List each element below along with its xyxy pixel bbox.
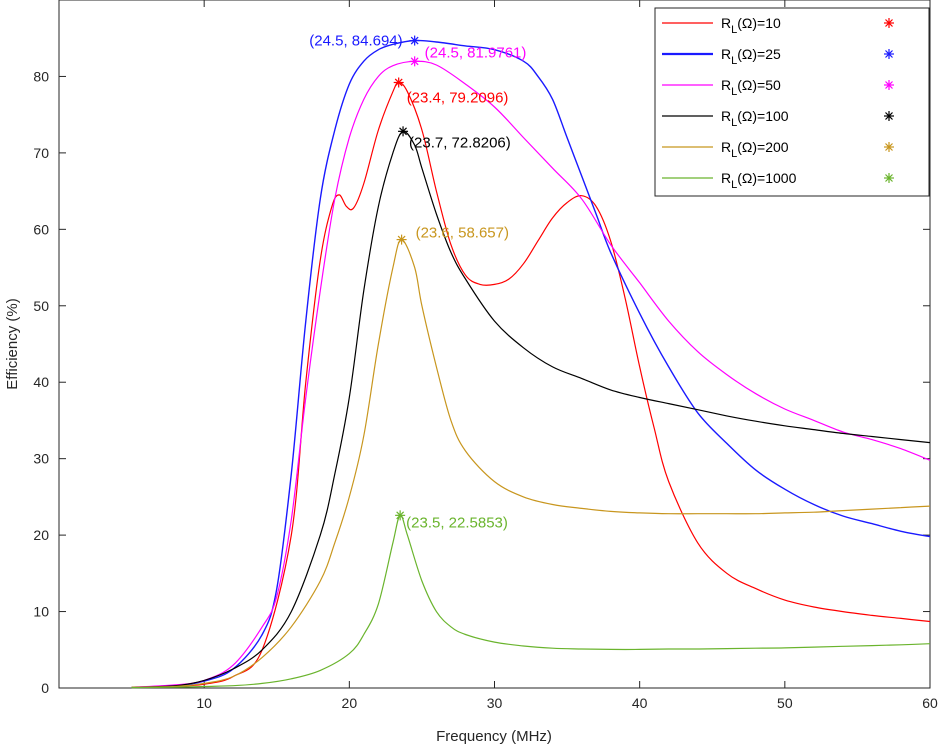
y-tick-label: 70 — [33, 145, 49, 161]
legend-rest: (Ω)=1000 — [737, 170, 796, 186]
peak-label: (23.5, 22.5853) — [406, 514, 508, 531]
legend-entry: RL(Ω)=50 — [721, 77, 781, 98]
legend-main: R — [721, 15, 731, 31]
y-tick-label: 30 — [33, 451, 49, 467]
legend-rest: (Ω)=10 — [737, 15, 781, 31]
legend-rest: (Ω)=25 — [737, 46, 781, 62]
peak-marker — [409, 35, 420, 46]
peak-label: (23.4, 79.2096) — [407, 89, 509, 106]
peak-label: (23.6, 58.657) — [416, 225, 509, 242]
legend-entry: RL(Ω)=100 — [721, 108, 789, 129]
legend-marker — [884, 49, 894, 59]
x-axis-label: Frequency (MHz) — [436, 728, 552, 745]
legend-rest: (Ω)=50 — [737, 77, 781, 93]
peak-marker — [395, 510, 406, 521]
legend-marker — [884, 142, 894, 152]
y-tick-label: 60 — [33, 221, 49, 237]
legend-subscript: L — [731, 179, 737, 191]
legend-marker — [884, 173, 894, 183]
y-tick-label: 0 — [41, 680, 49, 696]
y-tick-label: 80 — [33, 68, 49, 84]
legend-rest: (Ω)=100 — [737, 108, 789, 124]
peak-label: (24.5, 84.694) — [309, 33, 402, 50]
x-tick-label: 10 — [196, 695, 212, 711]
x-tick-label: 60 — [922, 695, 938, 711]
legend-subscript: L — [731, 24, 737, 36]
peak-marker — [409, 56, 420, 67]
legend-main: R — [721, 108, 731, 124]
series-line — [131, 60, 931, 688]
legend-entry: RL(Ω)=10 — [721, 15, 781, 36]
peak-marker — [398, 126, 409, 137]
legend-marker — [884, 18, 894, 28]
series-lines — [131, 39, 931, 689]
x-tick-label: 40 — [632, 695, 648, 711]
x-tick-label: 30 — [487, 695, 503, 711]
series-line — [131, 130, 931, 688]
legend-subscript: L — [731, 148, 737, 160]
legend: RL(Ω)=10RL(Ω)=25RL(Ω)=50RL(Ω)=100RL(Ω)=2… — [654, 7, 930, 197]
peak-label: (23.7, 72.8206) — [409, 134, 511, 151]
x-tick-label: 20 — [342, 695, 358, 711]
y-tick-label: 20 — [33, 527, 49, 543]
y-axis-label: Efficiency (%) — [4, 298, 21, 389]
legend-entry: RL(Ω)=200 — [721, 139, 789, 160]
legend-main: R — [721, 46, 731, 62]
legend-subscript: L — [731, 55, 737, 67]
legend-entry: RL(Ω)=1000 — [721, 170, 797, 191]
x-tick-label: 50 — [777, 695, 793, 711]
legend-box — [654, 7, 930, 197]
legend-subscript: L — [731, 117, 737, 129]
axes: 10 20 30 40 50 60 0 10 20 30 40 50 60 70 80 — [33, 0, 938, 711]
series-line — [131, 39, 931, 688]
peak-marker — [393, 77, 404, 88]
legend-entry: RL(Ω)=25 — [721, 46, 781, 67]
series-line — [131, 514, 931, 689]
y-tick-label: 40 — [33, 374, 49, 390]
legend-marker — [884, 80, 894, 90]
y-tick-label: 10 — [33, 604, 49, 620]
legend-subscript: L — [731, 86, 737, 98]
series-line — [131, 81, 931, 688]
legend-rest: (Ω)=200 — [737, 139, 789, 155]
legend-main: R — [721, 139, 731, 155]
legend-marker — [884, 111, 894, 121]
peak-marker — [396, 234, 407, 245]
series-line — [131, 238, 931, 688]
peak-label: (24.5, 81.9761) — [425, 44, 527, 61]
y-tick-label: 50 — [33, 298, 49, 314]
legend-main: R — [721, 170, 731, 186]
legend-main: R — [721, 77, 731, 93]
peak-annotations: (23.4, 79.2096) (24.5, 84.694) (24.5, 81.9… — [309, 33, 526, 532]
